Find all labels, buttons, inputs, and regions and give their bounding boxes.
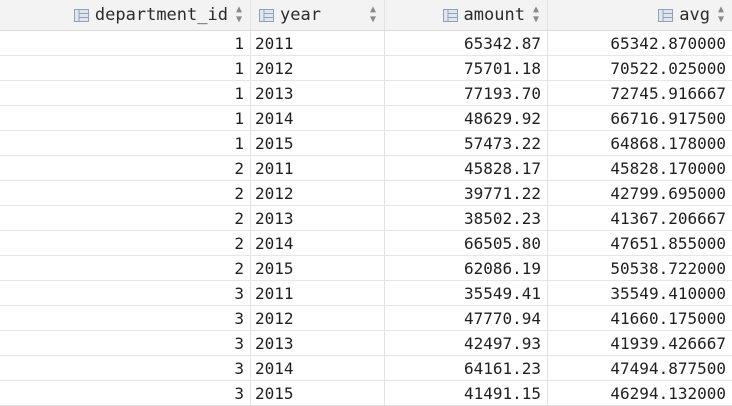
cell-avg[interactable]: 72745.916667 bbox=[610, 83, 726, 103]
cell-avg[interactable]: 50538.722000 bbox=[610, 258, 726, 278]
cell-year[interactable]: 2014 bbox=[251, 231, 385, 255]
cell-year[interactable]: 2011 bbox=[251, 31, 385, 55]
column-header-amount[interactable]: amount ▲ ▼ bbox=[385, 0, 548, 30]
cell-year[interactable]: 2012 bbox=[251, 181, 385, 205]
table-row[interactable]: 1 2013 77193.70 72745.916667 bbox=[0, 81, 732, 106]
cell-year[interactable]: 2012 bbox=[251, 306, 385, 330]
cell-department-id[interactable]: 1 bbox=[0, 131, 251, 155]
cell-avg[interactable]: 35549.410000 bbox=[610, 283, 726, 303]
table-row[interactable]: 1 2015 57473.22 64868.178000 bbox=[0, 131, 732, 156]
cell-year[interactable]: 2013 bbox=[251, 331, 385, 355]
cell-amount[interactable]: 65342.87 bbox=[385, 31, 548, 55]
table-row[interactable]: 3 2013 42497.93 41939.426667 bbox=[0, 331, 732, 356]
table-row[interactable]: 3 2011 35549.41 35549.410000 bbox=[0, 281, 732, 306]
cell-avg[interactable]: 41660.175000 bbox=[610, 308, 726, 328]
cell-department-id[interactable]: 3 bbox=[0, 381, 251, 405]
cell-avg[interactable]: 70522.025000 bbox=[610, 58, 726, 78]
cell-year[interactable]: 2013 bbox=[251, 81, 385, 105]
table-row[interactable]: 3 2014 64161.23 47494.877500 bbox=[0, 356, 732, 381]
table-row[interactable]: 3 2012 47770.94 41660.175000 bbox=[0, 306, 732, 331]
cell-amount[interactable]: 41491.15 bbox=[385, 381, 548, 405]
cell-amount[interactable]: 42497.93 bbox=[385, 331, 548, 355]
column-header-department-id[interactable]: department_id ▲ ▼ bbox=[0, 0, 251, 30]
cell-year[interactable]: 2015 bbox=[251, 131, 385, 155]
cell-amount[interactable]: 35549.41 bbox=[385, 281, 548, 305]
cell-avg[interactable]: 65342.870000 bbox=[610, 33, 726, 53]
cell-department-id[interactable]: 1 bbox=[0, 31, 251, 55]
cell-amount[interactable]: 64161.23 bbox=[385, 356, 548, 380]
cell-avg[interactable]: 41939.426667 bbox=[610, 333, 726, 353]
cell-department-id[interactable]: 1 bbox=[0, 106, 251, 130]
cell-amount[interactable]: 47770.94 bbox=[385, 306, 548, 330]
cell-avg[interactable]: 47494.877500 bbox=[610, 358, 726, 378]
cell-amount[interactable]: 57473.22 bbox=[385, 131, 548, 155]
column-label: amount bbox=[463, 5, 525, 25]
column-header-avg[interactable]: avg ▲ ▼ bbox=[548, 0, 732, 30]
header-row: department_id ▲ ▼ year ▲ ▼ amount ▲ ▼ avg ▲… bbox=[0, 0, 732, 31]
cell-amount[interactable]: 45828.17 bbox=[385, 156, 548, 180]
cell-amount[interactable]: 48629.92 bbox=[385, 106, 548, 130]
column-label: avg bbox=[679, 5, 710, 25]
table-column-icon bbox=[73, 8, 89, 22]
table-row[interactable]: 1 2014 48629.92 66716.917500 bbox=[0, 106, 732, 131]
cell-amount[interactable]: 75701.18 bbox=[385, 56, 548, 80]
cell-year[interactable]: 2012 bbox=[251, 56, 385, 80]
sort-icon[interactable]: ▲ ▼ bbox=[369, 4, 376, 25]
table-row[interactable]: 3 2015 41491.15 46294.132000 bbox=[0, 381, 732, 406]
cell-avg[interactable]: 66716.917500 bbox=[610, 108, 726, 128]
cell-department-id[interactable]: 2 bbox=[0, 231, 251, 255]
sort-icon[interactable]: ▲ ▼ bbox=[532, 4, 539, 25]
column-label: department_id bbox=[94, 5, 228, 25]
cell-amount[interactable]: 38502.23 bbox=[385, 206, 548, 230]
table-column-icon bbox=[658, 8, 674, 22]
cell-department-id[interactable]: 2 bbox=[0, 256, 251, 280]
cell-year[interactable]: 2015 bbox=[251, 381, 385, 405]
column-header-year[interactable]: year ▲ ▼ bbox=[251, 0, 385, 30]
table-row[interactable]: 2 2012 39771.22 42799.695000 bbox=[0, 181, 732, 206]
cell-department-id[interactable]: 3 bbox=[0, 306, 251, 330]
table-row[interactable]: 2 2014 66505.80 47651.855000 bbox=[0, 231, 732, 256]
cell-avg[interactable]: 46294.132000 bbox=[610, 383, 726, 403]
table-row[interactable]: 1 2012 75701.18 70522.025000 bbox=[0, 56, 732, 81]
cell-department-id[interactable]: 3 bbox=[0, 281, 251, 305]
cell-amount[interactable]: 39771.22 bbox=[385, 181, 548, 205]
table-column-icon bbox=[259, 8, 274, 22]
cell-department-id[interactable]: 2 bbox=[0, 181, 251, 205]
cell-year[interactable]: 2011 bbox=[251, 281, 385, 305]
cell-year[interactable]: 2014 bbox=[251, 106, 385, 130]
sort-icon[interactable]: ▲ ▼ bbox=[717, 4, 724, 25]
cell-department-id[interactable]: 2 bbox=[0, 156, 251, 180]
cell-avg[interactable]: 64868.178000 bbox=[610, 133, 726, 153]
column-label: year bbox=[280, 5, 321, 25]
cell-department-id[interactable]: 2 bbox=[0, 206, 251, 230]
cell-department-id[interactable]: 1 bbox=[0, 56, 251, 80]
cell-department-id[interactable]: 3 bbox=[0, 356, 251, 380]
cell-department-id[interactable]: 1 bbox=[0, 81, 251, 105]
table-row[interactable]: 2 2015 62086.19 50538.722000 bbox=[0, 256, 732, 281]
table-column-icon bbox=[442, 8, 458, 22]
sort-icon[interactable]: ▲ ▼ bbox=[235, 4, 242, 25]
cell-avg[interactable]: 45828.170000 bbox=[610, 158, 726, 178]
table-row[interactable]: 2 2011 45828.17 45828.170000 bbox=[0, 156, 732, 181]
cell-amount[interactable]: 62086.19 bbox=[385, 256, 548, 280]
cell-department-id[interactable]: 3 bbox=[0, 331, 251, 355]
table-row[interactable]: 1 2011 65342.87 65342.870000 bbox=[0, 31, 732, 56]
cell-avg[interactable]: 41367.206667 bbox=[610, 208, 726, 228]
cell-year[interactable]: 2011 bbox=[251, 156, 385, 180]
cell-year[interactable]: 2015 bbox=[251, 256, 385, 280]
cell-avg[interactable]: 47651.855000 bbox=[610, 233, 726, 253]
cell-year[interactable]: 2013 bbox=[251, 206, 385, 230]
cell-year[interactable]: 2014 bbox=[251, 356, 385, 380]
table-row[interactable]: 2 2013 38502.23 41367.206667 bbox=[0, 206, 732, 231]
cell-amount[interactable]: 66505.80 bbox=[385, 231, 548, 255]
cell-avg[interactable]: 42799.695000 bbox=[610, 183, 726, 203]
cell-amount[interactable]: 77193.70 bbox=[385, 81, 548, 105]
